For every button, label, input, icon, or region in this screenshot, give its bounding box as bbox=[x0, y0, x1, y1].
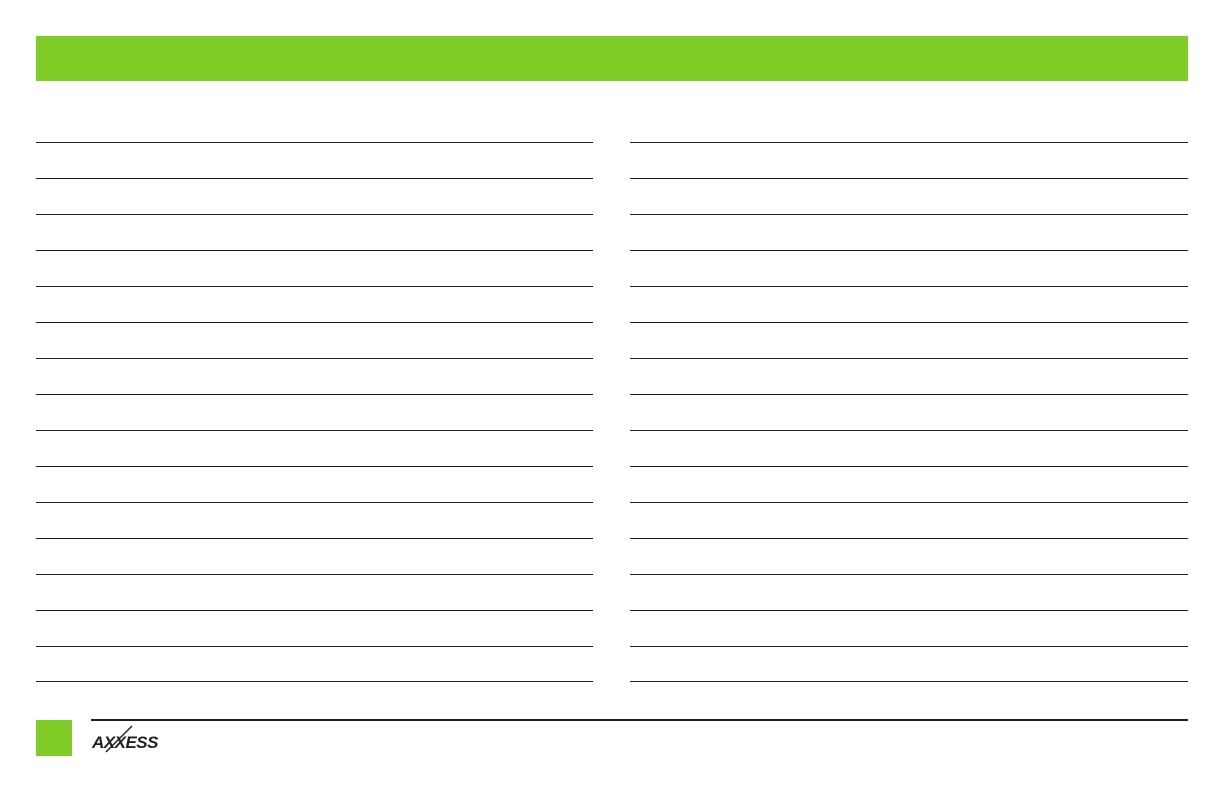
note-line bbox=[630, 502, 1188, 538]
note-line bbox=[630, 250, 1188, 286]
note-line bbox=[36, 178, 593, 214]
note-line bbox=[630, 466, 1188, 502]
note-line bbox=[630, 178, 1188, 214]
note-line bbox=[36, 610, 593, 646]
note-line bbox=[36, 322, 593, 358]
note-line bbox=[36, 394, 593, 430]
note-line bbox=[630, 574, 1188, 610]
note-line bbox=[36, 358, 593, 394]
header-bar bbox=[36, 36, 1188, 81]
note-line bbox=[36, 250, 593, 286]
notes-column-left bbox=[36, 142, 593, 682]
note-line bbox=[36, 502, 593, 538]
note-line bbox=[630, 214, 1188, 250]
note-line bbox=[630, 322, 1188, 358]
note-line bbox=[630, 358, 1188, 394]
note-line bbox=[36, 142, 593, 178]
note-line bbox=[630, 394, 1188, 430]
note-line bbox=[36, 466, 593, 502]
note-line bbox=[36, 286, 593, 322]
note-line bbox=[630, 538, 1188, 574]
notes-column-right bbox=[630, 142, 1188, 682]
note-line bbox=[36, 430, 593, 466]
note-line bbox=[630, 610, 1188, 646]
note-line bbox=[36, 646, 593, 682]
note-line bbox=[630, 286, 1188, 322]
note-line bbox=[630, 142, 1188, 178]
note-line bbox=[630, 430, 1188, 466]
note-line bbox=[36, 538, 593, 574]
note-line bbox=[36, 574, 593, 610]
logo-text: AXXESS bbox=[91, 733, 159, 752]
page-number-box bbox=[36, 720, 72, 756]
note-line bbox=[36, 214, 593, 250]
note-line bbox=[630, 646, 1188, 682]
axxess-logo: AXXESS bbox=[91, 725, 160, 753]
footer-rule bbox=[91, 719, 1188, 721]
